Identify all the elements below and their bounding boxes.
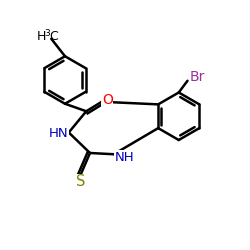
Text: O: O bbox=[102, 94, 113, 108]
Text: H: H bbox=[37, 30, 46, 43]
Text: Br: Br bbox=[189, 70, 205, 84]
Text: HN: HN bbox=[48, 127, 68, 140]
Text: C: C bbox=[49, 30, 58, 43]
Text: 3: 3 bbox=[44, 29, 50, 38]
Text: NH: NH bbox=[114, 151, 134, 164]
Text: S: S bbox=[76, 174, 85, 190]
